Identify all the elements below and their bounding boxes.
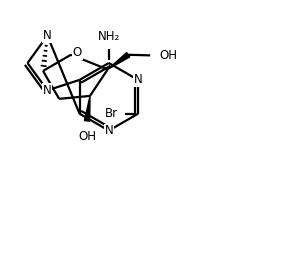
Polygon shape — [84, 96, 90, 121]
Text: N: N — [104, 124, 113, 137]
Text: N: N — [43, 29, 52, 42]
Polygon shape — [108, 53, 130, 69]
Text: N: N — [134, 73, 142, 86]
Text: OH: OH — [78, 130, 96, 143]
Text: OH: OH — [160, 49, 178, 62]
Text: N: N — [43, 84, 52, 97]
Text: O: O — [73, 46, 82, 59]
Text: NH₂: NH₂ — [98, 30, 120, 43]
Text: Br: Br — [105, 107, 118, 120]
